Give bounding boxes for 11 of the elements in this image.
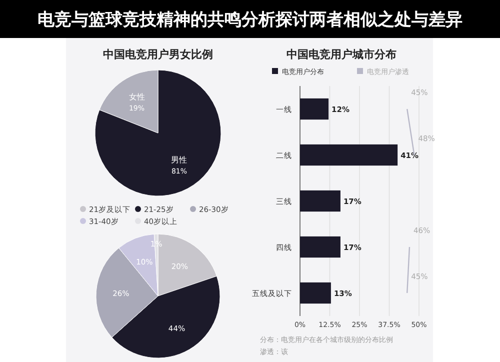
bar: [300, 190, 340, 212]
bar: [300, 282, 331, 304]
chart-title: 中国电竞用户城市分布: [286, 48, 396, 61]
bar: [300, 98, 329, 120]
bar: [300, 144, 398, 166]
slice-label: 女性: [128, 92, 145, 102]
chart-title: 中国电竞用户男女比例: [103, 48, 213, 61]
slice-label: 男性: [171, 155, 188, 164]
text: 电竞与篮球竞技精神的共鸣分析探讨两者相似之处与差异: [38, 10, 462, 30]
bar: [300, 236, 340, 258]
pie-slice: [94, 70, 222, 196]
